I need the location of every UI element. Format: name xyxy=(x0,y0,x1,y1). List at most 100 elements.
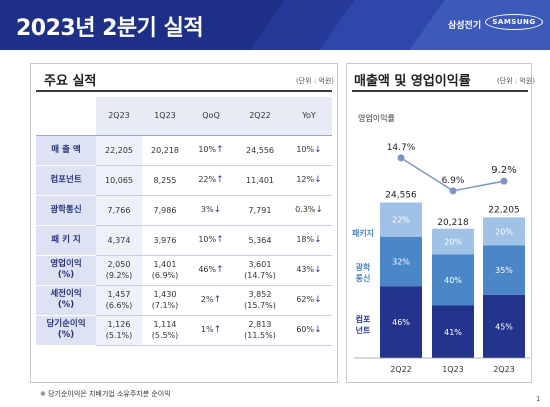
legend-label: 광학 xyxy=(356,262,371,272)
table-row: 매 출 액 22,205 20,218 10%↑ 24,556 10%↓ xyxy=(36,135,332,166)
table-cell: 3,852 (15.7%) xyxy=(234,285,286,316)
bar-segment xyxy=(432,254,474,306)
row-label: 광학통신 xyxy=(36,195,96,226)
cell-value: 2% xyxy=(200,295,214,304)
bar-segment xyxy=(483,294,525,358)
key-results-title: 주요 실적 xyxy=(44,74,97,89)
arrow-up-icon: ↑ xyxy=(216,145,224,155)
table-row: 세전이익 (%) 1,457 (6.6%) 1,430 (7.1%) 2%↑ 3,852 (15… xyxy=(36,285,332,316)
bar-total-label: 20,218 xyxy=(437,218,469,228)
segment-label: 46% xyxy=(392,318,410,327)
cell-value: 46% xyxy=(198,265,217,274)
right-unit-label: (단위 : 억원) xyxy=(497,77,536,85)
table-cell: 5,364 xyxy=(234,225,286,256)
table-row: 컴포넌트 10,065 8,255 22%↑ 11,401 12%↓ xyxy=(36,165,332,196)
chart-section-title: 매출액 및 영업이익률 xyxy=(354,74,471,89)
page-title: 2023년 2분기 실적 xyxy=(16,16,204,41)
margin-point xyxy=(397,154,405,162)
cell-value: 22% xyxy=(198,175,217,184)
table-cell: 1,126 (5.1%) xyxy=(96,315,142,346)
x-tick-label: 1Q23 xyxy=(442,365,464,374)
legend-label: 넌트 xyxy=(356,325,371,335)
yoy-cell: 62%↓ xyxy=(286,285,332,316)
bar-segment xyxy=(380,286,422,358)
table-header-row: 2Q23 1Q23 QoQ 2Q22 YoY xyxy=(36,97,332,136)
qoq-cell: 22%↑ xyxy=(188,165,234,196)
arrow-down-icon: ↓ xyxy=(315,205,323,215)
row-label: 세전이익 (%) xyxy=(36,285,96,316)
cell-value: 3% xyxy=(200,205,214,214)
revenue-margin-chart: 영업이익률 46% 32% 22% 24,556 2Q22 41% 40% 20% 20,218 1… xyxy=(352,113,530,374)
arrow-down-icon: ↓ xyxy=(314,175,322,185)
table-cell: 7,791 xyxy=(234,195,286,226)
segment-label: 45% xyxy=(495,322,513,331)
arrow-down-icon: ↓ xyxy=(314,325,322,335)
bar-segment xyxy=(483,217,525,246)
table-cell: 7,766 xyxy=(96,195,142,226)
yoy-cell: 18%↓ xyxy=(286,225,332,256)
column-header: 2Q22 xyxy=(234,97,286,136)
arrow-down-icon: ↓ xyxy=(314,265,322,275)
arrow-up-icon: ↑ xyxy=(216,265,224,275)
header-banner: 2023년 2분기 실적 삼성전기 SAMSUNG xyxy=(0,0,550,50)
margin-line xyxy=(400,157,505,192)
cell-value: 10% xyxy=(198,145,217,154)
column-header: 2Q23 xyxy=(96,97,142,136)
yoy-cell: 60%↓ xyxy=(286,315,332,346)
segment-label: 35% xyxy=(495,266,513,275)
segment-label: 41% xyxy=(444,328,462,337)
table-row: 영업이익 (%) 2,050 (9.2%) 1,401 (6.9%) 46%↑ 3,601 (1… xyxy=(36,255,332,286)
margin-label: 6.9% xyxy=(442,176,465,186)
arrow-down-icon: ↓ xyxy=(314,295,322,305)
segment-label: 20% xyxy=(444,237,462,246)
margin-label: 9.2% xyxy=(491,165,516,176)
table-cell: 11,401 xyxy=(234,165,286,196)
page-number: 1 xyxy=(536,395,541,403)
qoq-cell: 10%↑ xyxy=(188,135,234,166)
section-divider xyxy=(36,90,332,92)
bar-segment xyxy=(483,245,525,295)
segment-label: 32% xyxy=(392,258,410,267)
margin-label: 14.7% xyxy=(387,143,416,153)
qoq-cell: 2%↑ xyxy=(188,285,234,316)
samsung-logo: SAMSUNG xyxy=(485,14,543,30)
table-cell: 1,114 (5.5%) xyxy=(142,315,188,346)
bar-segment xyxy=(432,305,474,358)
cell-value: 10% xyxy=(296,145,315,154)
cell-value: 10% xyxy=(198,235,217,244)
cell-value: 0.3% xyxy=(295,205,316,214)
arrow-down-icon: ↓ xyxy=(314,145,322,155)
row-label: 패 키 지 xyxy=(36,225,96,256)
column-header: 1Q23 xyxy=(142,97,188,136)
qoq-cell: 10%↑ xyxy=(188,225,234,256)
table-cell: 3,976 xyxy=(142,225,188,256)
table-cell: 4,374 xyxy=(96,225,142,256)
table-cell: 10,065 xyxy=(96,165,142,196)
column-header: QoQ xyxy=(188,97,234,136)
legend-label: 패키지 xyxy=(352,228,374,238)
row-label: 영업이익 (%) xyxy=(36,255,96,286)
bar-segment xyxy=(380,236,422,287)
qoq-cell: 1%↑ xyxy=(188,315,234,346)
bar-total-label: 22,205 xyxy=(488,205,520,215)
table-cell: 1,457 (6.6%) xyxy=(96,285,142,316)
segment-label: 40% xyxy=(444,276,462,285)
table-row: 당기순이익 (%) 1,126 (5.1%) 1,114 (5.5%) 1%↑ 2,813 (1… xyxy=(36,315,332,346)
table-cell: 2,050 (9.2%) xyxy=(96,255,142,286)
cell-value: 43% xyxy=(296,265,315,274)
x-tick-label: 2Q23 xyxy=(493,365,515,374)
yoy-cell: 0.3%↓ xyxy=(286,195,332,226)
yoy-cell: 10%↓ xyxy=(286,135,332,166)
table-row: 패 키 지 4,374 3,976 10%↑ 5,364 18%↓ xyxy=(36,225,332,256)
yoy-cell: 12%↓ xyxy=(286,165,332,196)
arrow-up-icon: ↑ xyxy=(216,235,224,245)
table-row: 광학통신 7,766 7,986 3%↓ 7,791 0.3%↓ xyxy=(36,195,332,226)
legend-label: 컴포 xyxy=(356,314,371,324)
brand-korean-logo: 삼성전기 xyxy=(448,21,482,31)
legend-label: 통신 xyxy=(356,273,371,283)
section-divider xyxy=(352,90,528,92)
table-cell: 22,205 xyxy=(96,135,142,166)
arrow-up-icon: ↑ xyxy=(213,325,222,335)
bar-total-label: 24,556 xyxy=(385,190,417,200)
arrow-down-icon: ↓ xyxy=(213,205,222,215)
